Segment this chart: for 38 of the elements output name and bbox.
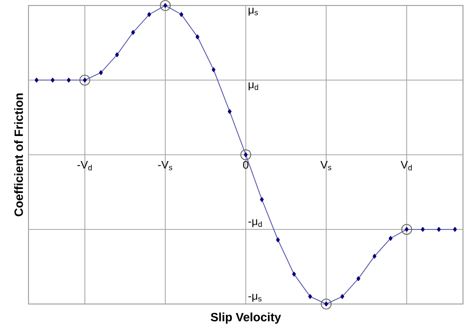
point [453,226,457,232]
point [228,109,232,114]
point [50,78,55,83]
y-axis-title: Coefficient of Friction [14,94,23,216]
point [240,149,252,160]
point [436,226,441,232]
ref-line-label: -μ$_{d}$ [248,219,262,228]
point [34,78,38,83]
point [388,236,392,241]
point [356,276,360,282]
point [260,197,264,202]
x-axis-title: Slip Velocity [210,312,282,324]
x-tick-label: V$_{d}$ [400,160,412,170]
point [401,224,412,235]
x-tick-label: V$_{s}$ [320,160,332,170]
point [115,52,119,58]
x-tick-label: -V$_{d}$ [77,160,92,170]
point [308,294,312,299]
point [160,0,171,11]
point [212,67,216,72]
annotation: μ$_{s}$ [248,8,258,16]
point [320,298,332,310]
point [340,294,344,299]
ref-line-label: μ$_{d}$ [248,82,258,90]
point [372,254,376,259]
point [131,30,135,35]
point [292,272,296,277]
point [179,12,184,17]
point [99,70,103,76]
point [196,34,200,40]
point [147,12,152,17]
x-tick-label: 0 [243,160,248,169]
annotation: -μ$_{s}$ [248,294,262,302]
x-tick-label: -V$_{s}$ [158,160,172,170]
point [66,78,71,83]
point [420,226,425,232]
point [79,74,90,86]
point [276,237,280,242]
